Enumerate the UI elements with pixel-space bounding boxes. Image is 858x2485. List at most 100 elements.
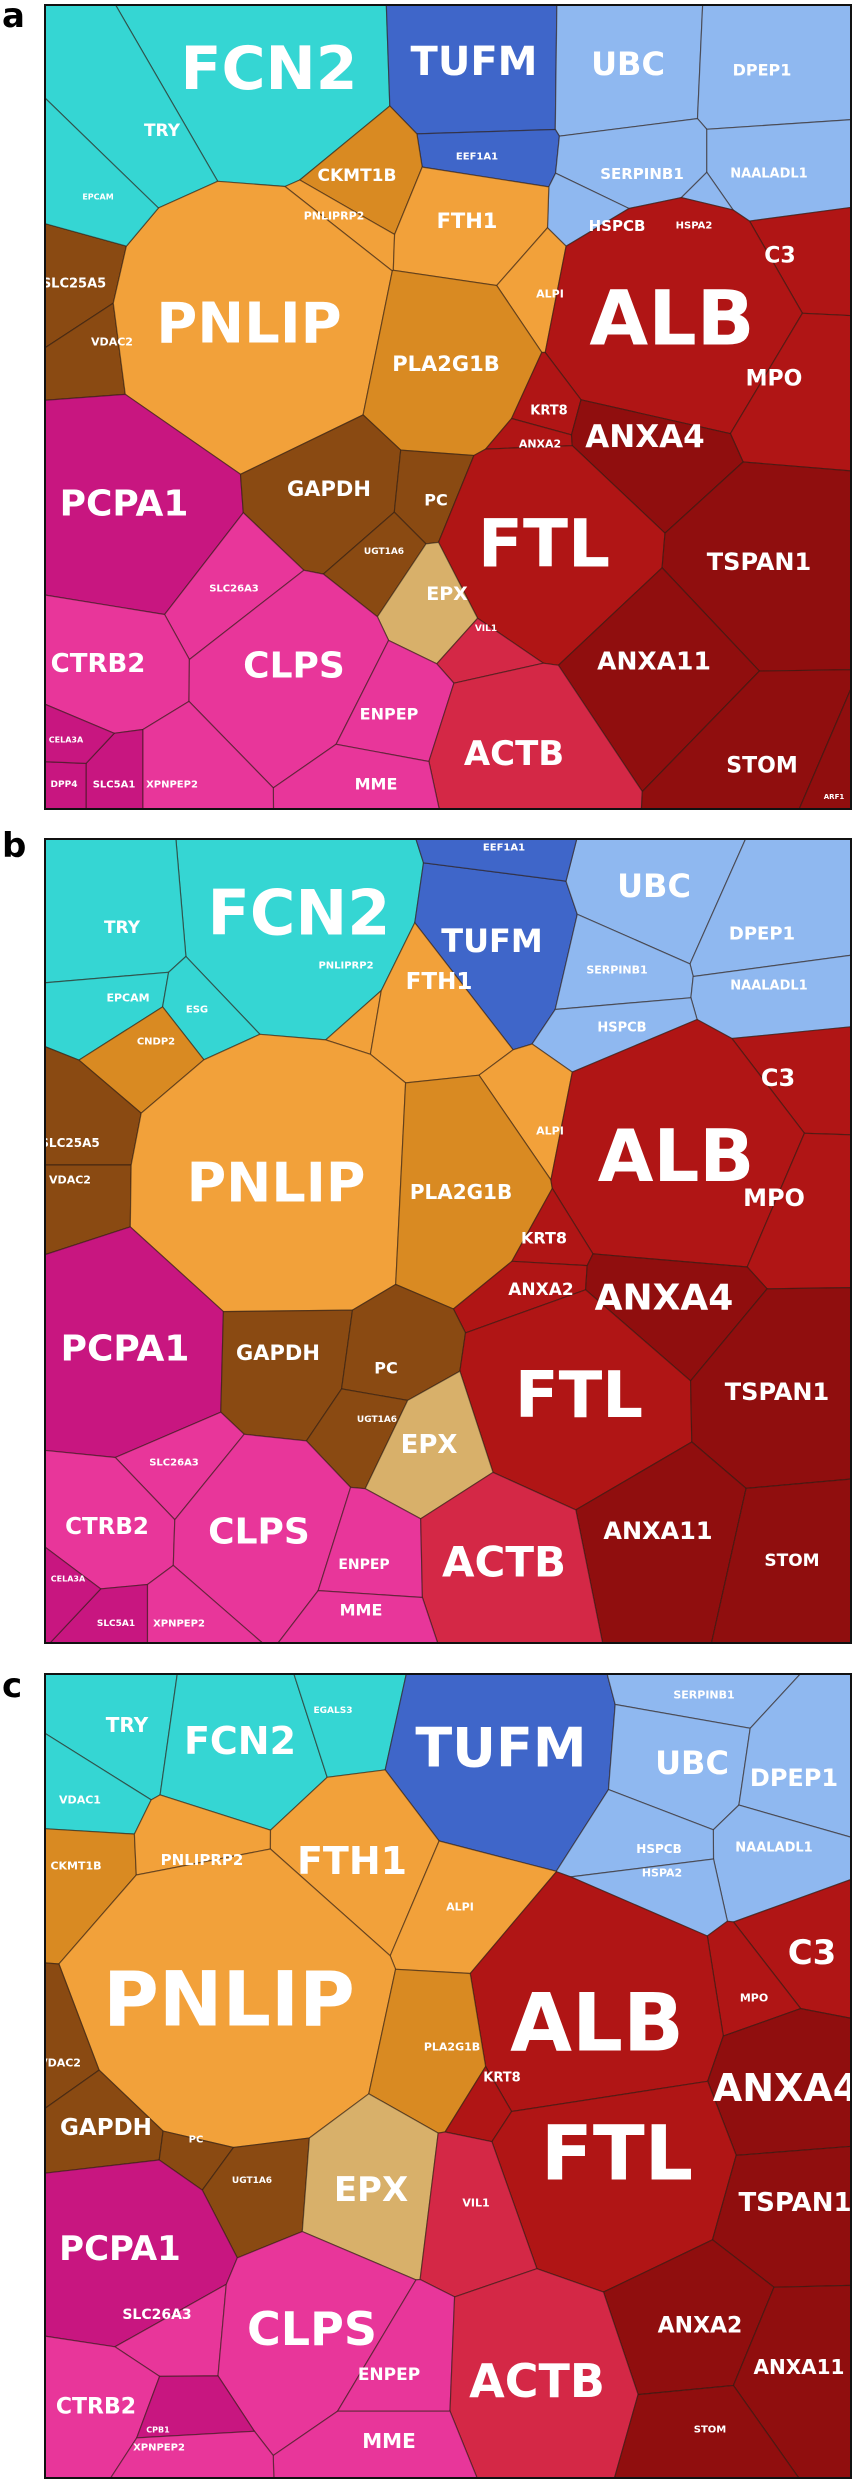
label-eef1a1: EEF1A1 — [483, 843, 525, 854]
panel-label-a: a — [2, 0, 25, 36]
label-ubc: UBC — [617, 867, 691, 905]
panel-frame — [44, 838, 852, 1644]
label-eef1a1: EEF1A1 — [456, 152, 498, 163]
label-alb: ALB — [510, 1977, 684, 2070]
cell-stom — [613, 2384, 801, 2479]
cell-cela3a — [44, 1545, 102, 1644]
label-mpo: MPO — [740, 1992, 768, 2005]
label-ugt1a6: UGT1A6 — [232, 2176, 272, 2186]
label-enpep: ENPEP — [358, 2365, 420, 2385]
label-alpi: ALPI — [446, 1901, 474, 1914]
label-arf1: ARF1 — [824, 793, 845, 801]
panel-frame — [44, 1673, 852, 2479]
cell-mme — [272, 743, 441, 810]
label-tufm: TUFM — [441, 922, 543, 960]
cell-xpnpep2 — [146, 1564, 265, 1644]
cell-xpnpep2 — [142, 700, 275, 810]
label-serpinb1: SERPINB1 — [673, 1689, 734, 1702]
label-ubc: UBC — [655, 1744, 729, 1782]
label-pc: PC — [189, 2135, 204, 2146]
cell-arf1 — [798, 686, 852, 810]
label-actb: ACTB — [469, 2354, 605, 2408]
label-gapdh: GAPDH — [60, 2115, 152, 2141]
label-pnlip: PNLIP — [103, 1955, 355, 2044]
label-alpi: ALPI — [536, 288, 564, 301]
label-krt8: KRT8 — [483, 2071, 520, 2086]
label-pcpa1: PCPA1 — [59, 2229, 181, 2269]
label-actb: ACTB — [464, 734, 564, 774]
label-mpo: MPO — [746, 367, 803, 392]
label-serpinb1: SERPINB1 — [586, 964, 647, 977]
label-anxa2: ANXA2 — [658, 2314, 743, 2339]
label-alb: ALB — [598, 1114, 754, 1198]
label-pnlip: PNLIP — [156, 292, 341, 357]
label-slc26a3: SLC26A3 — [149, 1458, 199, 1469]
label-mpo: MPO — [743, 1184, 805, 1212]
voronoi-treemap-b: FCN2 TUFM UBC DPEP1 TRY EEF1A1 SERPINB1 NAALADL… — [44, 838, 852, 1644]
label-gapdh: GAPDH — [287, 477, 371, 501]
label-ftl: FTL — [541, 2109, 693, 2198]
cell-actb — [420, 1471, 604, 1644]
label-alb: ALB — [589, 274, 754, 363]
label-pnliprp2: PNLIPRP2 — [161, 1851, 244, 1869]
label-dpep1: DPEP1 — [729, 924, 795, 945]
panel-label-b: b — [2, 826, 27, 866]
label-c3: C3 — [761, 1064, 795, 1092]
label-try: TRY — [144, 121, 181, 141]
label-clps: CLPS — [208, 1512, 310, 1553]
label-xpnpep2: XPNPEP2 — [146, 780, 198, 791]
label-epx: EPX — [334, 2170, 408, 2210]
label-stom: STOM — [694, 2425, 727, 2436]
cell-mme — [276, 1589, 439, 1644]
cell-stom — [710, 1478, 852, 1644]
label-alpi: ALPI — [536, 1125, 564, 1138]
label-anxa4: ANXA4 — [595, 1278, 734, 1319]
label-pc: PC — [424, 491, 447, 510]
label-pla2g1b: PLA2G1B — [392, 352, 500, 376]
label-vdac2: VDAC2 — [49, 1174, 91, 1187]
cell-try — [44, 838, 187, 984]
label-egals3: EGALS3 — [314, 1706, 353, 1716]
cell-dpp4 — [44, 760, 87, 810]
label-enpep: ENPEP — [360, 705, 419, 724]
label-slc25a5: SLC25A5 — [44, 277, 106, 292]
label-pnliprp2: PNLIPRP2 — [318, 961, 373, 972]
label-clps: CLPS — [243, 646, 345, 687]
label-xpnpep2: XPNPEP2 — [153, 1619, 205, 1630]
label-gapdh: GAPDH — [236, 1341, 320, 1365]
label-ftl: FTL — [515, 1359, 643, 1433]
label-ctrb2: CTRB2 — [56, 2395, 136, 2420]
label-naaladl1: NAALADL1 — [730, 167, 807, 182]
label-cndp2: CNDP2 — [137, 1037, 175, 1048]
label-vdac2: VDAC2 — [91, 336, 133, 349]
label-ubc: UBC — [591, 45, 665, 83]
label-krt8: KRT8 — [530, 404, 567, 419]
cell-mme — [272, 2410, 479, 2479]
label-tspan1: TSPAN1 — [738, 2188, 851, 2218]
label-try: TRY — [104, 918, 141, 938]
label-anxa11: ANXA11 — [597, 647, 711, 676]
label-tufm: TUFM — [415, 1717, 586, 1780]
label-hspa2: HSPA2 — [642, 1867, 682, 1880]
label-anxa11: ANXA11 — [603, 1517, 712, 1545]
label-pcpa1: PCPA1 — [61, 1329, 190, 1370]
label-anxa4: ANXA4 — [585, 419, 704, 455]
label-vil1: VIL1 — [475, 624, 497, 634]
label-epcam: EPCAM — [82, 193, 113, 202]
label-naaladl1: NAALADL1 — [730, 979, 807, 994]
label-mme: MME — [355, 775, 398, 794]
label-ckmt1b: CKMT1B — [50, 1860, 101, 1873]
label-slc26a3: SLC26A3 — [209, 584, 259, 595]
label-pnliprp2: PNLIPRP2 — [304, 210, 365, 223]
label-fth1: FTH1 — [297, 1839, 407, 1883]
label-fcn2: FCN2 — [208, 877, 391, 950]
label-pla2g1b: PLA2G1B — [410, 1180, 512, 1204]
label-mme: MME — [340, 1601, 383, 1620]
label-fcn2: FCN2 — [181, 34, 358, 104]
label-ctrb2: CTRB2 — [65, 1514, 149, 1540]
label-fth1: FTH1 — [406, 969, 473, 995]
label-vil1: VIL1 — [462, 2197, 489, 2210]
label-hspa2: HSPA2 — [676, 221, 713, 232]
panel-label-c: c — [2, 1666, 23, 1706]
label-vdac2: VDAC2 — [44, 2057, 81, 2070]
